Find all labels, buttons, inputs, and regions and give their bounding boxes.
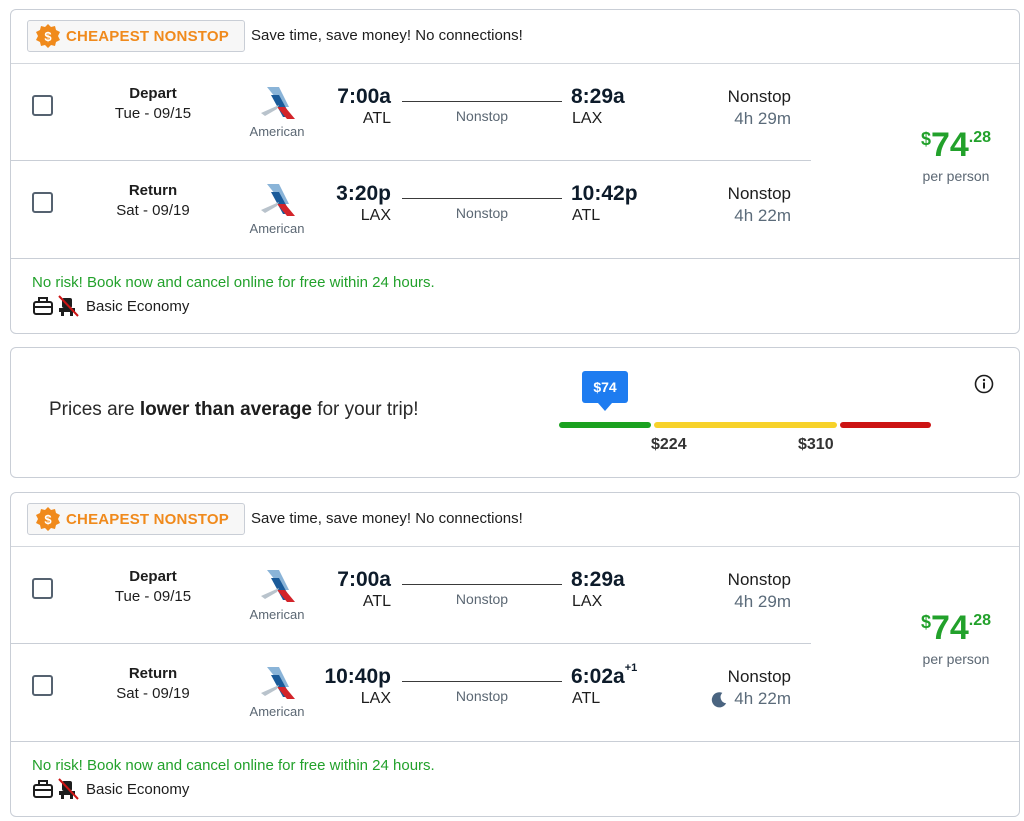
price: $74.28 [920,126,992,164]
airline-name: American [249,124,305,139]
compare-checkbox[interactable] [32,192,53,213]
arrival-airport: ATL [572,690,601,707]
svg-text:$: $ [44,512,52,527]
airline-name: American [249,607,305,622]
low-threshold-label: $224 [651,436,687,453]
badge-tagline: Save time, save money! No connections! [251,27,523,44]
price-range-low [559,422,651,428]
carry-on-bag-icon [33,297,53,315]
next-day-indicator: +1 [624,662,638,674]
departure-time: 7:00a [337,85,391,108]
duration: 4h 29m [734,592,791,611]
current-price-marker: $74 [582,371,628,411]
fare-class-row: Basic Economy [32,778,189,800]
per-person-label: per person [922,168,990,184]
duration: 4h 29m [734,109,791,128]
leg-type: Return [128,665,178,682]
return-leg[interactable]: Return Sat - 09/19 American 10:40p LAX N… [11,644,811,741]
departure-time: 10:40p [324,665,391,688]
route-line [402,681,562,682]
compare-checkbox[interactable] [32,95,53,116]
depart-leg[interactable]: Depart Tue - 09/15 American 7:00a ATL No… [11,547,811,644]
price-range-average [654,422,837,428]
airline-name: American [249,704,305,719]
departure-time: 3:20p [336,182,391,205]
flight-result-card[interactable]: $ CHEAPEST NONSTOP Save time, save money… [10,9,1020,334]
high-threshold-label: $310 [798,436,834,453]
arrival-time: 8:29a [571,568,625,591]
no-seat-selection-icon [58,295,79,317]
cheapest-nonstop-badge: $ CHEAPEST NONSTOP [27,20,245,52]
cheapest-nonstop-badge: $ CHEAPEST NONSTOP [27,503,245,535]
svg-text:$: $ [44,29,52,44]
price-range-high [840,422,931,428]
dollar-seal-icon: $ [36,24,60,48]
arrival-time: 10:42p [571,182,638,205]
fare-class-label: Basic Economy [86,780,190,798]
arrival-time: 8:29a [571,85,625,108]
overnight-moon-icon [712,691,727,707]
compare-checkbox[interactable] [32,578,53,599]
route-line [402,584,562,585]
leg-type: Return [128,182,178,199]
return-leg[interactable]: Return Sat - 09/19 American 3:20p LAX No… [11,161,811,258]
price-insight-text: Prices are lower than average for your t… [49,399,419,420]
departure-airport: LAX [360,207,391,224]
leg-date: Sat - 09/19 [116,685,190,702]
no-risk-notice: No risk! Book now and cancel online for … [32,274,435,291]
route-label: Nonstop [455,591,509,607]
stops-label: Nonstop [727,184,791,203]
stops-label: Nonstop [727,570,791,589]
arrival-airport: LAX [572,110,603,127]
american-airlines-logo-icon [261,667,295,699]
flight-result-card[interactable]: $ CHEAPEST NONSTOP Save time, save money… [10,492,1020,817]
route-line [402,101,562,102]
per-person-label: per person [922,651,990,667]
card-footer: No risk! Book now and cancel online for … [11,258,1019,334]
departure-airport: ATL [362,593,391,610]
duration: 4h 22m [651,689,791,709]
leg-type: Depart [129,85,177,102]
card-footer: No risk! Book now and cancel online for … [11,741,1019,817]
american-airlines-logo-icon [261,570,295,602]
departure-time: 7:00a [337,568,391,591]
dollar-seal-icon: $ [36,507,60,531]
price-insight-card: Prices are lower than average for your t… [10,347,1020,478]
badge-label: CHEAPEST NONSTOP [66,27,229,45]
price: $74.28 [920,609,992,647]
leg-type: Depart [129,568,177,585]
departure-airport: LAX [360,690,391,707]
card-header: $ CHEAPEST NONSTOP Save time, save money… [11,10,1019,64]
info-icon[interactable] [974,374,994,394]
airline-name: American [249,221,305,236]
route-label: Nonstop [455,205,509,221]
route-label: Nonstop [455,688,509,704]
compare-checkbox[interactable] [32,675,53,696]
badge-label: CHEAPEST NONSTOP [66,510,229,528]
american-airlines-logo-icon [261,184,295,216]
arrival-time: 6:02a+1 [571,662,638,688]
american-airlines-logo-icon [261,87,295,119]
card-header: $ CHEAPEST NONSTOP Save time, save money… [11,493,1019,547]
stops-label: Nonstop [727,87,791,106]
depart-leg[interactable]: Depart Tue - 09/15 American 7:00a ATL No… [11,64,811,161]
stops-label: Nonstop [727,667,791,686]
route-label: Nonstop [455,108,509,124]
price-block[interactable]: $74.28 per person [891,128,1021,184]
price-block[interactable]: $74.28 per person [891,611,1021,667]
no-seat-selection-icon [58,778,79,800]
no-risk-notice: No risk! Book now and cancel online for … [32,757,435,774]
arrival-airport: LAX [572,593,603,610]
departure-airport: ATL [362,110,391,127]
fare-class-label: Basic Economy [86,297,190,315]
badge-tagline: Save time, save money! No connections! [251,510,523,527]
carry-on-bag-icon [33,780,53,798]
duration: 4h 22m [734,206,791,225]
fare-class-row: Basic Economy [32,295,189,317]
arrival-airport: ATL [572,207,601,224]
leg-date: Tue - 09/15 [114,105,192,122]
leg-date: Tue - 09/15 [114,588,192,605]
leg-date: Sat - 09/19 [116,202,190,219]
route-line [402,198,562,199]
